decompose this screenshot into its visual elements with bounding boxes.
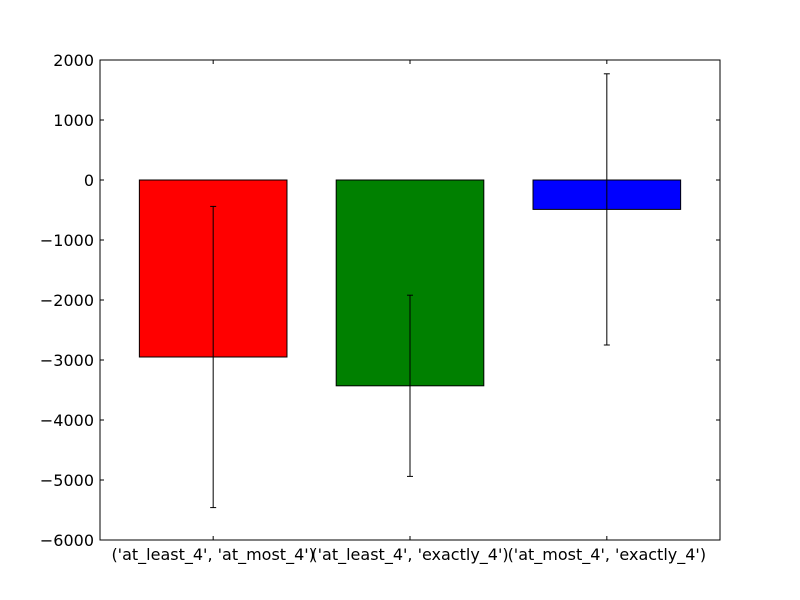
- x-tick-label-3: ('at_most_4', 'exactly_4'): [508, 545, 707, 565]
- y-tick-label-2: 1000: [53, 111, 94, 130]
- y-tick-label-8: −5000: [40, 471, 94, 490]
- y-tick-label-6: −3000: [40, 351, 94, 370]
- x-tick-label-2: ('at_least_4', 'exactly_4'): [311, 545, 508, 565]
- y-tick-label-4: −1000: [40, 231, 94, 250]
- y-axis-tick-labels: 2000 1000 0 −1000 −2000 −3000 −4000 −5000 −6000: [40, 51, 94, 550]
- x-axis-tick-labels: ('at_least_4', 'at_most_4')('at_least_4'…: [111, 545, 706, 565]
- error-bars-layer: [210, 73, 610, 509]
- y-tick-label-5: −2000: [40, 291, 94, 310]
- y-tick-label-9: −6000: [40, 531, 94, 550]
- y-tick-label-7: −4000: [40, 411, 94, 430]
- y-tick-label-1: 2000: [53, 51, 94, 70]
- x-tick-label-1: ('at_least_4', 'at_most_4'): [111, 545, 314, 565]
- plot-area-frame: [99, 59, 721, 541]
- y-tick-label-3: 0: [84, 171, 94, 190]
